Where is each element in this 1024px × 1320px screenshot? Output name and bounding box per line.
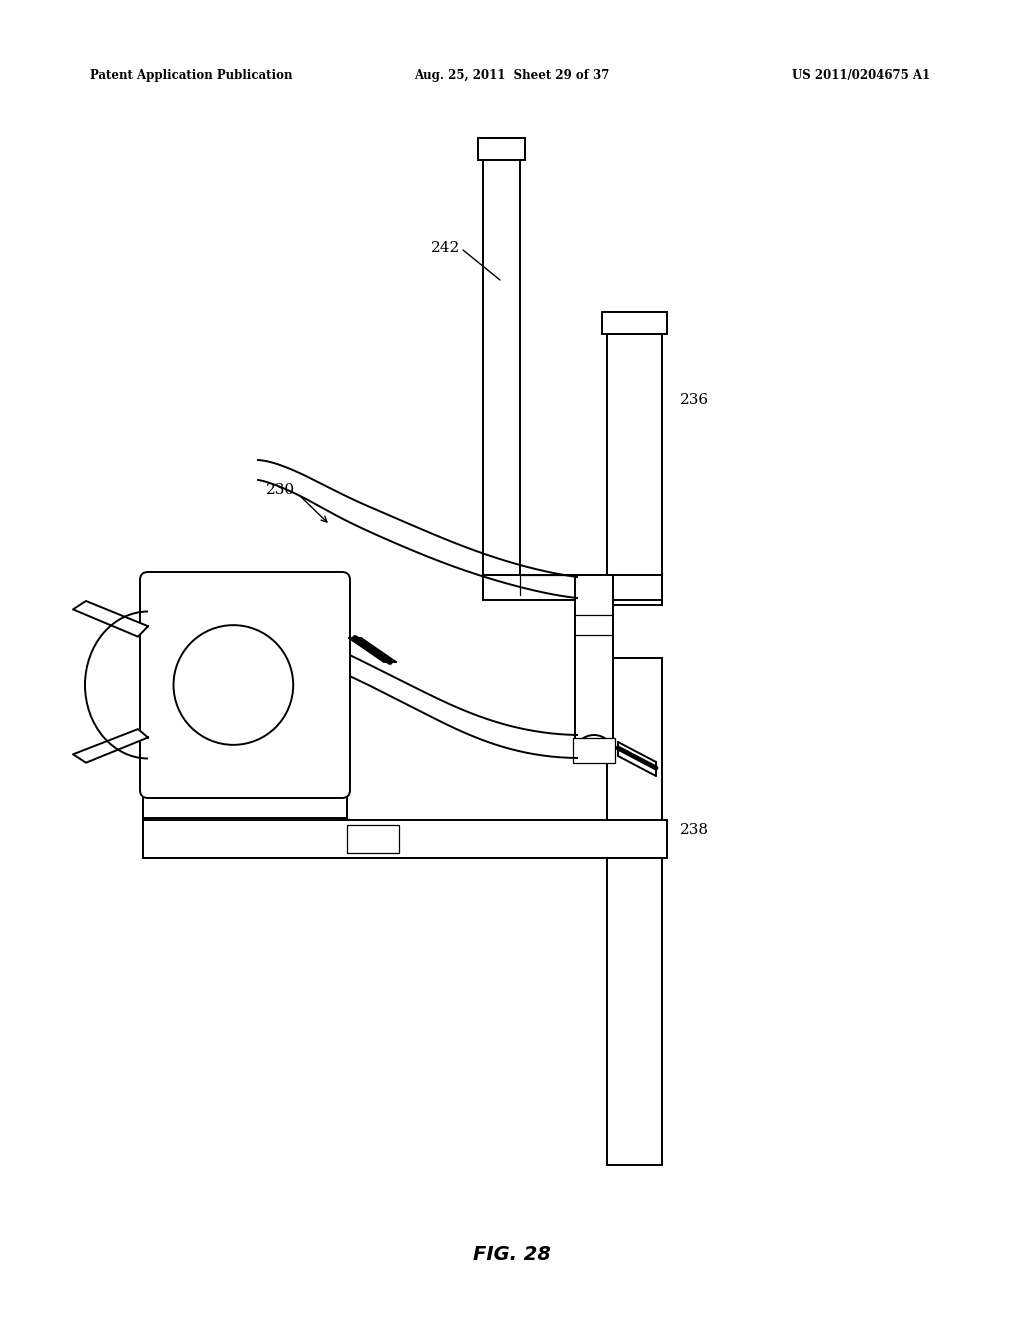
- Bar: [143, 820, 667, 858]
- Bar: [347, 825, 399, 853]
- Polygon shape: [73, 601, 148, 636]
- Bar: [483, 139, 520, 576]
- Text: Patent Application Publication: Patent Application Publication: [90, 69, 293, 82]
- Text: US 2011/0204675 A1: US 2011/0204675 A1: [792, 69, 930, 82]
- Text: 236: 236: [680, 393, 710, 407]
- FancyBboxPatch shape: [140, 572, 350, 799]
- Bar: [143, 818, 347, 833]
- Text: Aug. 25, 2011  Sheet 29 of 37: Aug. 25, 2011 Sheet 29 of 37: [415, 69, 609, 82]
- Bar: [483, 576, 662, 601]
- Bar: [602, 312, 667, 334]
- Circle shape: [173, 626, 293, 744]
- Text: 242: 242: [431, 242, 460, 255]
- Text: 230: 230: [266, 483, 295, 498]
- Bar: [607, 657, 662, 1166]
- Polygon shape: [73, 729, 148, 763]
- Bar: [607, 312, 662, 605]
- Bar: [478, 139, 525, 160]
- Text: FIG. 28: FIG. 28: [473, 1246, 551, 1265]
- Text: 238: 238: [680, 822, 709, 837]
- Bar: [143, 789, 347, 818]
- Bar: [573, 738, 615, 763]
- Bar: [575, 576, 613, 741]
